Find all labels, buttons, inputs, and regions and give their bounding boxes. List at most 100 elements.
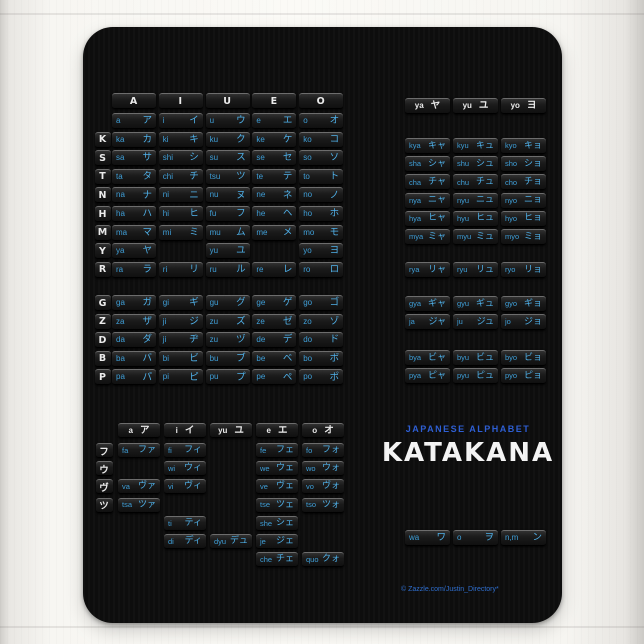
kana-key: vi ヴィ [164, 479, 206, 495]
kana-glyph: ヅ [236, 334, 246, 346]
romaji-label: she [260, 518, 273, 528]
kana-glyph: ロ [329, 264, 340, 276]
kana-glyph: ユ [236, 245, 246, 257]
romaji-label: zu [209, 335, 219, 345]
kana-glyph: ディ [184, 536, 202, 546]
romaji-label: shi [162, 153, 174, 163]
romaji-label: bi [162, 353, 170, 363]
romaji-label: zo [303, 316, 312, 326]
romaji-label: gya [409, 299, 422, 309]
kana-glyph: ア [142, 115, 152, 127]
kana-glyph: ゾ [329, 315, 340, 327]
kana-key: pya ピャ [405, 368, 450, 385]
kana-key: vo ヴォ [302, 479, 344, 495]
kana-key: ve ヴェ [256, 479, 298, 495]
kana-key: mi ミ [158, 224, 203, 241]
kana-glyph: メ [282, 226, 293, 238]
romaji-label: pyu [457, 371, 470, 381]
kana-glyph: ギュ [475, 298, 494, 309]
kana-key: shi シ [158, 150, 203, 167]
kana-key: pe ペ [252, 369, 297, 386]
kana-key: wi ウィ [164, 461, 206, 477]
kana-key: gyu ギュ [453, 296, 498, 312]
romaji-label: i [175, 425, 178, 435]
romaji-label: e [266, 425, 271, 435]
kana-key: to ト [299, 168, 344, 185]
romaji-label: fo [306, 445, 313, 455]
kana-glyph: ミ [189, 226, 199, 238]
kana-glyph: タ [142, 171, 152, 183]
header-letter-key: I [158, 93, 203, 109]
romaji-label: myu [457, 232, 472, 242]
kana-key: ri リ [158, 261, 203, 278]
romaji-label: n,m [505, 533, 519, 542]
title-block: JAPANESE ALPHABET KATAKANA [378, 424, 558, 468]
kana-glyph: チャ [428, 176, 446, 187]
kana-glyph: ジェ [275, 536, 294, 546]
kana-glyph: ル [236, 264, 246, 276]
header-letter-key: H [95, 206, 111, 222]
romaji-label: o [303, 116, 308, 125]
romaji-label: tsa [122, 500, 133, 510]
kana-glyph: カ [142, 133, 152, 145]
column-header-key: ya ヤ [405, 98, 450, 114]
romaji-label: hyo [505, 214, 518, 224]
kana-key: che チェ [256, 552, 298, 568]
kana-key: no ノ [299, 187, 344, 204]
romaji-label: no [303, 190, 313, 200]
romaji-label: wi [168, 463, 176, 473]
kana-glyph: ツ [236, 171, 246, 183]
romaji-label: yu [218, 425, 228, 435]
romaji-label: pya [409, 371, 422, 381]
kana-glyph: ウィ [183, 463, 202, 474]
kana-key: ra ラ [112, 261, 156, 278]
romaji-label: quo [306, 554, 319, 564]
romaji-label: ku [209, 134, 219, 144]
romaji-label: ji [162, 316, 167, 326]
kana-key: shu シュ [453, 156, 498, 173]
kana-glyph: キャ [427, 140, 446, 151]
kana-glyph: イ [189, 115, 199, 127]
romaji-label: u [209, 116, 215, 125]
romaji-label: byu [457, 353, 470, 363]
kana-key: mu ム [205, 224, 250, 241]
romaji-label: na [116, 190, 125, 200]
kana-key: he ヘ [252, 206, 297, 222]
romaji-label: ko [303, 134, 312, 144]
kana-key: hi ヒ [158, 206, 203, 222]
kana-key: di ディ [164, 534, 206, 549]
romaji-label: yu [462, 101, 472, 110]
header-letter-key: M [95, 224, 111, 241]
kana-key: ryo リョ [501, 262, 546, 278]
kana-key: chi チ [158, 168, 203, 185]
kana-glyph: ニャ [427, 195, 446, 206]
kana-glyph: チョ [523, 176, 542, 187]
kana-glyph: ボ [329, 353, 340, 365]
romaji-label: nu [209, 190, 219, 200]
romaji-label: ji [162, 335, 167, 345]
kana-key: fu フ [205, 206, 250, 222]
romaji-label: fa [122, 445, 129, 455]
kana-key: myo ミョ [501, 229, 546, 245]
romaji-label: ke [256, 134, 265, 144]
kana-key: quo クォ [302, 552, 344, 568]
kana-glyph: ホ [329, 208, 340, 220]
kana-glyph: ヌ [236, 189, 246, 201]
romaji-label: ju [457, 317, 463, 327]
kana-glyph: ガ [142, 297, 152, 309]
romaji-label: de [256, 335, 266, 345]
romaji-label: kya [409, 141, 421, 151]
romaji-label: pu [209, 372, 219, 382]
kana-key: ha ハ [112, 206, 156, 222]
kana-key: ju ジュ [453, 314, 498, 331]
kana-glyph: ジャ [428, 316, 446, 327]
kana-key: ji ジ [158, 313, 203, 330]
kana-glyph: ナ [142, 189, 152, 201]
romaji-label: ra [116, 264, 124, 274]
romaji-label: mu [209, 227, 221, 237]
kana-key: sha シャ [405, 156, 450, 173]
